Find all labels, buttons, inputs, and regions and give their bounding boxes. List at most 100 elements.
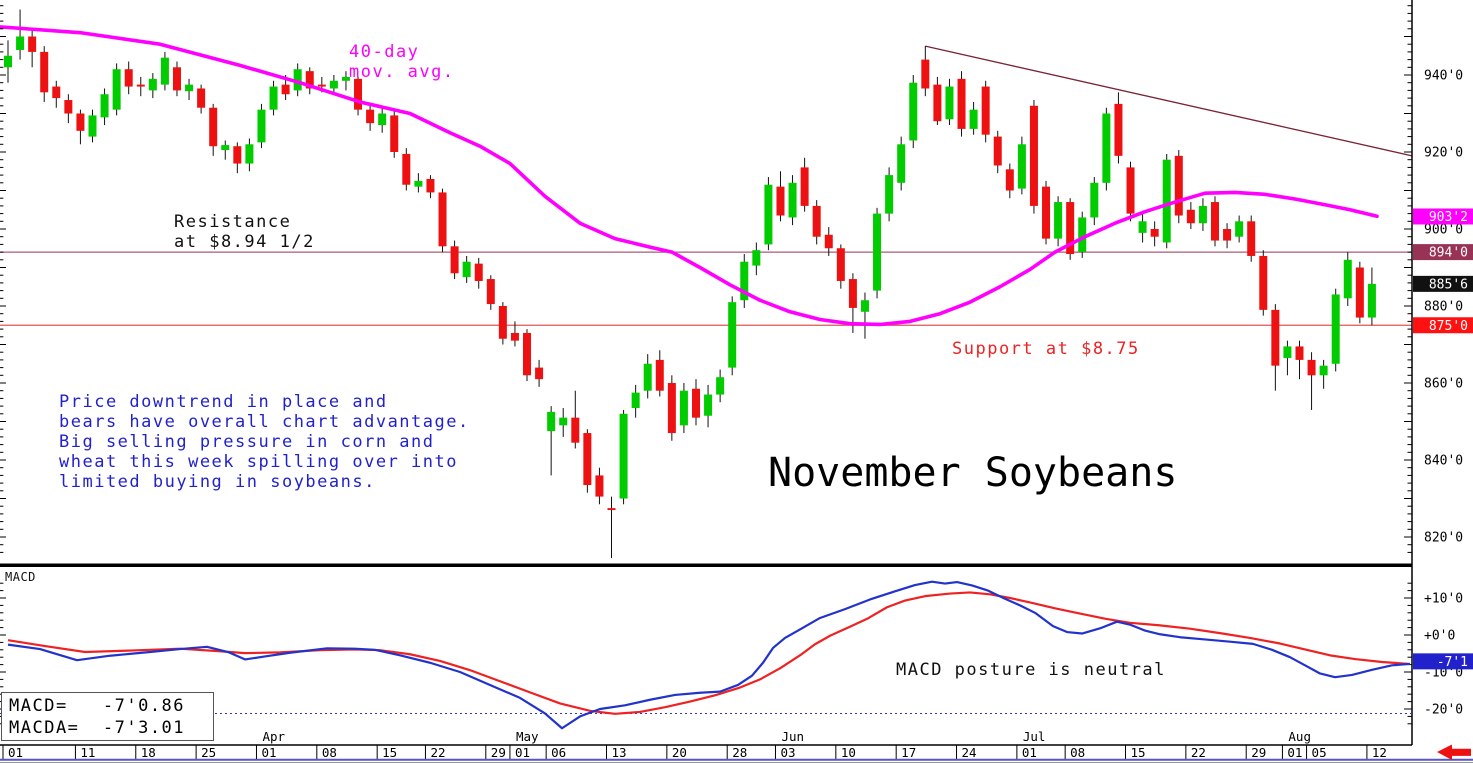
candle-body bbox=[197, 88, 206, 108]
candle-body bbox=[112, 69, 121, 110]
candle-body bbox=[1090, 182, 1099, 218]
candle-body bbox=[293, 69, 302, 91]
svg-text:-7'1: -7'1 bbox=[1437, 655, 1468, 670]
candle-body bbox=[1150, 229, 1159, 237]
candle-body bbox=[1319, 365, 1328, 376]
svg-text:13: 13 bbox=[612, 745, 627, 760]
candle-body bbox=[40, 51, 49, 93]
candle-body bbox=[1367, 283, 1376, 318]
resistance-label: Resistance at $8.94 1/2 bbox=[174, 212, 315, 252]
svg-text:28: 28 bbox=[732, 745, 747, 760]
trendline bbox=[925, 45, 1413, 157]
svg-text:05: 05 bbox=[1312, 745, 1327, 760]
candle-body bbox=[1211, 202, 1219, 241]
candle-body bbox=[486, 279, 495, 305]
svg-text:25: 25 bbox=[201, 745, 216, 760]
candle-body bbox=[1343, 259, 1352, 299]
svg-text:-20'0: -20'0 bbox=[1424, 703, 1463, 718]
svg-text:01: 01 bbox=[1022, 745, 1037, 760]
candle-body bbox=[824, 234, 833, 249]
macd-panel-label: MACD bbox=[5, 570, 36, 584]
candle-body bbox=[873, 213, 882, 291]
candle-body bbox=[438, 192, 447, 247]
candle-body bbox=[1271, 309, 1280, 366]
svg-text:15: 15 bbox=[382, 745, 397, 760]
svg-text:820'0: 820'0 bbox=[1424, 531, 1463, 546]
candle-body bbox=[595, 475, 604, 497]
candle-body bbox=[885, 175, 894, 214]
candle-body bbox=[667, 383, 676, 434]
svg-text:11: 11 bbox=[80, 745, 95, 760]
candle-body bbox=[643, 363, 652, 391]
candle-body bbox=[390, 115, 399, 152]
svg-text:08: 08 bbox=[1070, 745, 1085, 760]
candle-body bbox=[257, 109, 266, 143]
support-label: Support at $8.75 bbox=[952, 339, 1140, 359]
commentary-text: Price downtrend in place and bears have … bbox=[59, 392, 470, 492]
candle-body bbox=[317, 84, 326, 87]
candle-body bbox=[752, 250, 761, 266]
candle-body bbox=[1295, 346, 1304, 360]
candle-body bbox=[559, 417, 568, 426]
moving-average-line bbox=[0, 25, 1379, 327]
candle-body bbox=[836, 248, 845, 281]
svg-text:875'0: 875'0 bbox=[1429, 319, 1468, 334]
candle-body bbox=[1029, 105, 1038, 206]
candle-body bbox=[498, 306, 507, 339]
macd-badge bbox=[1413, 653, 1473, 670]
svg-text:Apr: Apr bbox=[262, 729, 285, 744]
svg-text:10: 10 bbox=[841, 745, 856, 760]
candle-body bbox=[1066, 202, 1075, 255]
svg-text:+0'0: +0'0 bbox=[1424, 629, 1455, 644]
svg-text:01: 01 bbox=[261, 745, 276, 760]
candle-body bbox=[1042, 186, 1051, 239]
candle-body bbox=[426, 178, 435, 193]
candle-body bbox=[631, 392, 640, 409]
candle-body bbox=[788, 182, 797, 218]
candle-body bbox=[450, 246, 459, 274]
candle-body bbox=[64, 100, 73, 114]
candle-body bbox=[969, 109, 978, 129]
candle-body bbox=[1138, 221, 1147, 233]
candle-body bbox=[1174, 155, 1183, 216]
svg-text:22: 22 bbox=[1191, 745, 1206, 760]
candle-body bbox=[1017, 144, 1026, 189]
svg-text:15: 15 bbox=[1131, 745, 1146, 760]
candle-body bbox=[185, 84, 194, 92]
svg-text:01: 01 bbox=[8, 745, 23, 760]
svg-text:860'0: 860'0 bbox=[1424, 377, 1463, 392]
candle-body bbox=[716, 377, 725, 395]
scroll-left-arrow[interactable] bbox=[1437, 744, 1471, 761]
candle-body bbox=[728, 302, 737, 368]
candle-body bbox=[776, 186, 785, 216]
candle-body bbox=[1307, 359, 1316, 376]
candle-body bbox=[1054, 202, 1063, 239]
svg-text:01: 01 bbox=[515, 745, 530, 760]
candle-body bbox=[571, 417, 580, 443]
candle-body bbox=[800, 167, 809, 206]
candle-body bbox=[897, 144, 906, 183]
macda-signal-line bbox=[7, 591, 1409, 715]
candle-body bbox=[655, 359, 664, 391]
candle-body bbox=[679, 390, 688, 426]
candle-body bbox=[860, 300, 869, 312]
candle-body bbox=[1247, 221, 1256, 256]
candle-body bbox=[933, 84, 942, 122]
svg-text:900'0: 900'0 bbox=[1424, 223, 1463, 238]
candle-body bbox=[1078, 217, 1087, 253]
candle-body bbox=[921, 59, 930, 89]
candle-body bbox=[88, 115, 97, 137]
candle-body bbox=[583, 433, 592, 486]
candle-body bbox=[1355, 267, 1364, 318]
candle-body bbox=[1114, 103, 1123, 156]
candle-body bbox=[607, 508, 616, 511]
candle-body bbox=[76, 113, 85, 131]
candle-body bbox=[993, 136, 1002, 166]
candle-body bbox=[619, 413, 628, 499]
svg-text:06: 06 bbox=[551, 745, 566, 760]
candle-body bbox=[704, 394, 713, 416]
candle-body bbox=[981, 86, 990, 135]
macd-values-box: MACD= -7'0.86 MACDA= -7'3.01 bbox=[1, 692, 214, 741]
candle-body bbox=[812, 205, 821, 237]
